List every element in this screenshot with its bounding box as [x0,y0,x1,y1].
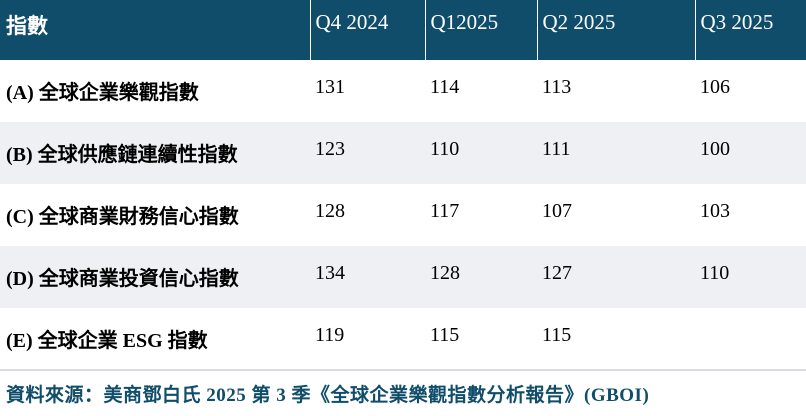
row-label: (A) 全球企業樂觀指數 [0,60,310,122]
table-row: (E) 全球企業 ESG 指數 119 115 115 [0,308,806,371]
table-cell: 103 [695,184,806,246]
row-label: (C) 全球商業財務信心指數 [0,184,310,246]
table-cell: 134 [310,246,425,308]
table-cell: 111 [537,122,695,184]
header-row: 指數 Q4 2024 Q12025 Q2 2025 Q3 2025 [0,0,806,60]
table-cell: 117 [425,184,537,246]
table-cell: 128 [425,246,537,308]
table-row: (D) 全球商業投資信心指數 134 128 127 110 [0,246,806,308]
table-cell: 114 [425,60,537,122]
table-cell: 119 [310,308,425,371]
table-row: (A) 全球企業樂觀指數 131 114 113 106 [0,60,806,122]
table-cell: 115 [425,308,537,371]
table-cell: 127 [537,246,695,308]
table-cell [695,308,806,371]
table-cell: 106 [695,60,806,122]
table-cell: 113 [537,60,695,122]
header-q4-2024: Q4 2024 [310,0,426,60]
table-cell: 100 [695,122,806,184]
header-q3-2025: Q3 2025 [695,0,806,60]
row-label: (B) 全球供應鏈連續性指數 [0,122,310,184]
table-row: (B) 全球供應鏈連續性指數 123 110 111 100 [0,122,806,184]
table-cell: 110 [425,122,537,184]
row-label: (D) 全球商業投資信心指數 [0,246,310,308]
table-cell: 107 [537,184,695,246]
header-q2-2025: Q2 2025 [537,0,696,60]
row-label: (E) 全球企業 ESG 指數 [0,308,310,371]
table-cell: 128 [310,184,425,246]
table-cell: 123 [310,122,425,184]
source-note: 資料來源：美商鄧白氏 2025 第 3 季《全球企業樂觀指數分析報告》(GBOI… [6,385,650,406]
table-cell: 115 [537,308,695,371]
header-index-name: 指數 [0,0,311,60]
table-cell: 110 [695,246,806,308]
header-q1-2025: Q12025 [425,0,538,60]
table-body: (A) 全球企業樂觀指數 131 114 113 106 (B) 全球供應鏈連續… [0,60,806,371]
index-table: 指數 Q4 2024 Q12025 Q2 2025 Q3 2025 (A) 全球… [0,0,806,371]
table-header: 指數 Q4 2024 Q12025 Q2 2025 Q3 2025 [0,0,806,60]
table-row: (C) 全球商業財務信心指數 128 117 107 103 [0,184,806,246]
table-cell: 131 [310,60,425,122]
